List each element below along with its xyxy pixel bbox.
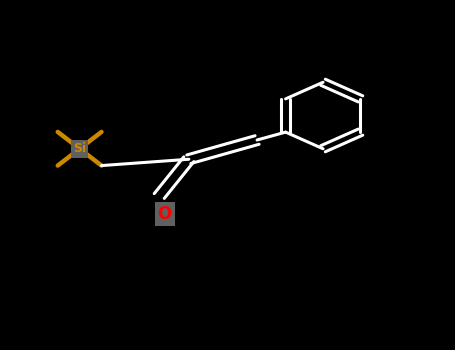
Text: Si: Si <box>73 142 86 155</box>
Text: O: O <box>157 205 172 223</box>
